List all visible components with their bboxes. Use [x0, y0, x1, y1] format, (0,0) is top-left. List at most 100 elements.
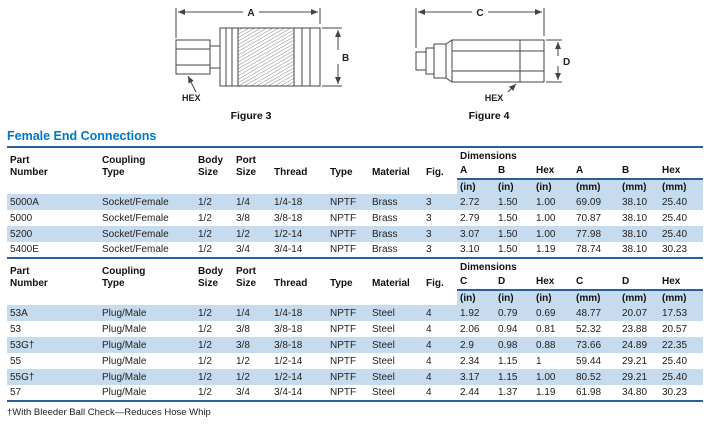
cell-dim-c5: 38.10 [619, 226, 659, 242]
column-header-body-size: Body Size [195, 257, 233, 290]
units-spacer-cell [271, 290, 327, 305]
unit-label: (mm) [659, 290, 703, 305]
cell-body-size: 1/2 [195, 226, 233, 242]
cell-dim-c5: 29.21 [622, 355, 648, 367]
cell-dim-c1: 2.06 [460, 323, 480, 335]
table-row: 53 Plug/Male 1/2 3/8 3/8-18 NPTF Steel 4 2.06 0.9… [7, 321, 703, 337]
cell-thread: 1/2-14 [274, 355, 303, 367]
dimension-column-header-4: C [573, 274, 619, 291]
table-row: 5200 Socket/Female 1/2 1/2 1/2-14 NPTF Brass 3 3… [7, 226, 703, 242]
dimension-column-header-6: Hex [659, 163, 703, 180]
unit-label: (in) [533, 290, 573, 305]
cell-dim-c1: 1.92 [457, 305, 495, 321]
column-header-part-number: Part Number [7, 146, 99, 179]
figures-row: A B HEX Figure 3 [0, 0, 720, 122]
cell-part-number: 53A [7, 305, 99, 321]
dimension-column-header-3: Hex [533, 274, 573, 291]
cell-dim-c4: 73.66 [573, 337, 619, 353]
unit-label: (in) [495, 179, 533, 194]
dimension-column-header-5: B [619, 163, 659, 180]
cell-dim-c1: 2.34 [460, 355, 480, 367]
cell-dim-c4: 78.74 [576, 244, 602, 255]
cell-material: Steel [369, 337, 423, 353]
cell-dim-c5: 38.10 [622, 244, 648, 255]
cell-dim-c5: 24.89 [619, 337, 659, 353]
cell-fig: 4 [426, 387, 432, 398]
column-header-thread: Thread [271, 257, 327, 290]
cell-type: NPTF [327, 337, 369, 353]
figure-3: A B HEX Figure 3 [146, 4, 356, 122]
units-spacer-cell [327, 179, 369, 194]
cell-dim-c6: 22.35 [659, 337, 703, 353]
cell-part-number: 55 [10, 355, 22, 367]
cell-dim-c6: 17.53 [659, 305, 703, 321]
figure-4-caption: Figure 4 [468, 110, 510, 122]
cell-material: Brass [372, 244, 398, 255]
cell-material: Steel [369, 305, 423, 321]
units-spacer-cell [233, 290, 271, 305]
cell-port-size: 3/8 [233, 337, 271, 353]
column-header-port-size: Port Size [233, 146, 271, 179]
dimension-label-b: B [342, 53, 349, 64]
cell-dim-c4: 52.32 [576, 323, 602, 335]
cell-dim-c1: 3.10 [460, 244, 480, 255]
cell-dim-c5: 34.80 [622, 387, 648, 398]
cell-part-number: 5000A [7, 194, 99, 210]
cell-dim-c1: 3.17 [457, 369, 495, 385]
cell-port-size: 3/8 [236, 212, 250, 224]
cell-dim-c4: 80.52 [573, 369, 619, 385]
cell-body-size: 1/2 [198, 355, 212, 367]
section-title: Female End Connections [7, 129, 157, 143]
column-header-port-size: Port Size [233, 257, 271, 290]
column-header-material: Material [369, 146, 423, 179]
units-spacer-cell [369, 179, 423, 194]
column-header-part-number: Part Number [7, 257, 99, 290]
column-header-coupling-type: Coupling Type [99, 146, 195, 179]
cell-port-size: 1/4 [233, 305, 271, 321]
cell-dim-c3: 1 [536, 355, 542, 367]
table-row: 55G† Plug/Male 1/2 1/2 1/2-14 NPTF Steel 4 3.17 1… [7, 369, 703, 385]
cell-coupling-type: Plug/Male [99, 305, 195, 321]
cell-dim-c3: 1.00 [533, 369, 573, 385]
cell-dim-c3: 1.00 [533, 194, 573, 210]
cell-dim-c2: 1.50 [495, 226, 533, 242]
unit-label: (in) [495, 290, 533, 305]
socket-coupling-drawing: A B HEX [175, 8, 349, 103]
cell-material: Steel [372, 323, 395, 335]
cell-dim-c2: 0.79 [495, 305, 533, 321]
units-spacer-cell [7, 290, 99, 305]
cell-port-size: 3/8 [236, 323, 250, 335]
cell-thread: 1/4-18 [271, 305, 327, 321]
cell-coupling-type: Plug/Male [102, 355, 147, 367]
cell-dim-c4: 59.44 [576, 355, 602, 367]
cell-body-size: 1/2 [195, 194, 233, 210]
dimension-column-header-3: Hex [533, 163, 573, 180]
cell-type: NPTF [327, 305, 369, 321]
cell-port-size: 1/2 [233, 369, 271, 385]
cell-fig: 3 [426, 244, 432, 255]
dimension-label-c: C [476, 8, 483, 19]
cell-dim-c6: 30.23 [662, 387, 688, 398]
cell-material: Brass [372, 212, 398, 224]
footnote: †With Bleeder Ball Check—Reduces Hose Wh… [7, 407, 211, 418]
unit-label: (in) [457, 290, 495, 305]
dimensions-group-header: Dimensions [457, 257, 703, 275]
table-header-row: Part Number Coupling Type Body Size Port Si… [7, 257, 703, 290]
cell-type: NPTF [330, 244, 357, 255]
cell-port-size: 1/2 [236, 355, 250, 367]
cell-dim-c1: 2.79 [460, 212, 480, 224]
cell-dim-c5: 20.07 [619, 305, 659, 321]
column-header-fig: Fig. [423, 146, 457, 179]
cell-dim-c5: 29.21 [619, 369, 659, 385]
cell-fig: 3 [423, 226, 457, 242]
cell-material: Brass [369, 226, 423, 242]
cell-thread: 3/8-18 [271, 337, 327, 353]
dimension-column-header-6: Hex [659, 274, 703, 291]
cell-fig: 4 [426, 355, 432, 367]
dimension-column-header-1: A [457, 163, 495, 180]
cell-dim-c2: 1.50 [498, 244, 518, 255]
cell-dim-c2: 0.94 [498, 323, 518, 335]
cell-type: NPTF [327, 226, 369, 242]
table-row: 5400E Socket/Female 1/2 3/4 3/4-14 NPTF Brass 3… [7, 242, 703, 258]
table-row: 53A Plug/Male 1/2 1/4 1/4-18 NPTF Steel 4 1.92 0.… [7, 305, 703, 321]
